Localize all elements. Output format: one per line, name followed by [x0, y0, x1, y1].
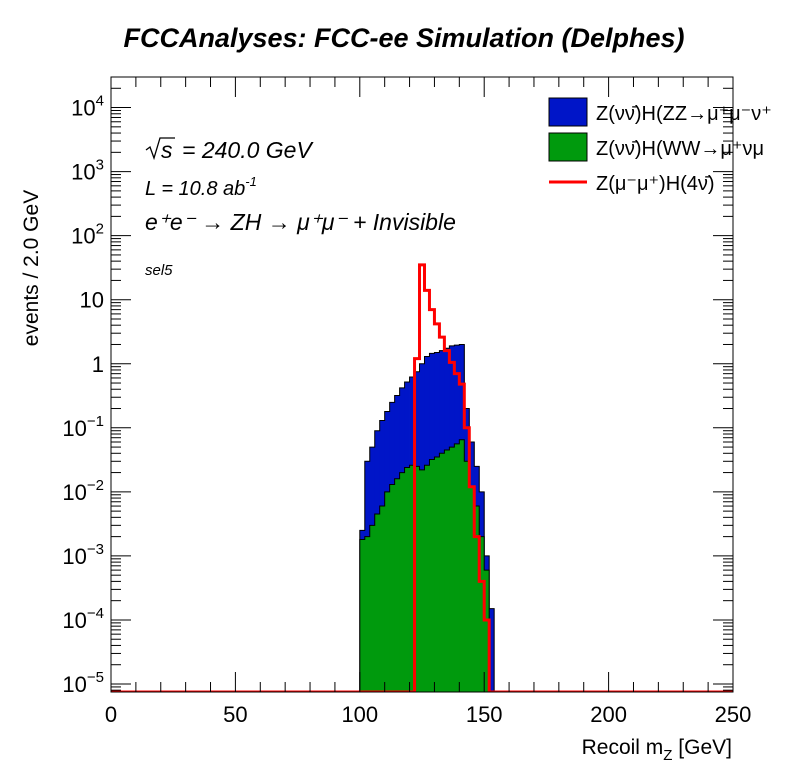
- x-tick-label: 150: [466, 702, 503, 727]
- series-1-bin: [429, 459, 435, 692]
- series-1-bin: [469, 486, 475, 692]
- sqrt-s-letter: s: [161, 137, 173, 163]
- series-1-bin: [409, 465, 415, 692]
- legend-entry-1: Z(νν̄)H(WW→μ⁺νμ: [548, 132, 764, 162]
- axes-frame: [110, 76, 734, 693]
- series-1-bin: [404, 467, 410, 692]
- y-tick-label: 10−2: [62, 477, 104, 505]
- plot-area: [111, 263, 733, 692]
- legend: Z(νν̄)H(ZZ→μ⁺μ⁻ν⁺ Z(νν̄)H(WW→μ⁺νμ Z(μ⁻μ⁺)H…: [548, 97, 772, 195]
- series-1-bin: [379, 506, 386, 692]
- y-axis-label: events / 2.0 GeV: [20, 190, 43, 346]
- y-tick-label: 10−1: [62, 413, 104, 441]
- sqrt-symbol: [145, 137, 175, 161]
- sqrt-s-value: = 240.0 GeV: [182, 137, 314, 163]
- series-0-bin: [489, 608, 495, 692]
- series-1-bin: [444, 450, 450, 692]
- y-axis: 10−5 10−4 10−3 10−2 10−1 1 10 102 103 104: [62, 76, 733, 697]
- series-1-bin: [474, 506, 480, 692]
- y-tick-label: 10−5: [62, 669, 104, 697]
- series-1-bin: [414, 466, 420, 692]
- series-1-bin: [454, 443, 460, 692]
- series-1-bin: [389, 484, 396, 692]
- series-1-bin: [439, 453, 445, 692]
- series-1-bin: [459, 439, 465, 692]
- series-1-bin: [369, 525, 376, 692]
- plot-frame: [110, 76, 734, 693]
- series-1-bin: [399, 472, 405, 692]
- legend-label: Z(νν̄)H(WW→μ⁺νμ: [596, 138, 764, 160]
- annotation-lumi: L = 10.8 ab-1: [145, 174, 257, 200]
- annotation-selection: sel5: [145, 262, 173, 279]
- y-tick-label: 104: [71, 93, 104, 121]
- y-tick-label: 1: [92, 352, 104, 377]
- y-tick-label: 10: [80, 288, 104, 313]
- legend-entry-2: Z(μ⁻μ⁺)H(4ν̄): [549, 173, 715, 195]
- series-1-bin: [484, 570, 490, 692]
- series-1-bin: [359, 539, 366, 692]
- series-1-bin: [434, 457, 440, 692]
- chart-title: FCCAnalyses: FCC-ee Simulation (Delphes): [123, 23, 684, 53]
- x-tick-label: 250: [715, 702, 752, 727]
- x-axis: 0 50 100 150 200 250: [105, 77, 751, 727]
- series-2-line: [111, 263, 733, 692]
- y-tick-label: 10−3: [62, 541, 104, 569]
- series-1-bars: [359, 439, 490, 692]
- y-tick-label: 102: [71, 221, 104, 249]
- x-tick-label: 200: [590, 702, 627, 727]
- legend-swatch: [548, 132, 588, 162]
- x-tick-label: 50: [223, 702, 247, 727]
- annotation-process: e⁺e⁻ → ZH → μ⁺μ⁻ + Invisible: [145, 209, 456, 235]
- series-1-bin: [384, 491, 391, 692]
- series-1-bin: [424, 465, 430, 692]
- series-1-bin: [419, 469, 425, 692]
- series-1-bin: [464, 461, 470, 692]
- histogram-layer: [111, 263, 733, 692]
- series-1-bin: [374, 514, 381, 692]
- legend-entry-0: Z(νν̄)H(ZZ→μ⁺μ⁻ν⁺: [548, 97, 772, 127]
- y-tick-label: 103: [71, 157, 104, 185]
- series-1-bin: [449, 447, 455, 692]
- legend-label: Z(μ⁻μ⁺)H(4ν̄): [596, 173, 715, 195]
- series-0-outline: [359, 343, 495, 692]
- y-tick-label: 10−4: [62, 605, 104, 633]
- series-1-bin: [479, 536, 485, 692]
- legend-swatch: [548, 97, 588, 127]
- series-1-bin: [394, 478, 401, 692]
- x-tick-label: 0: [105, 702, 117, 727]
- series-1-bin: [364, 536, 371, 692]
- annotation-sqrt-s: s = 240.0 GeV: [145, 137, 314, 163]
- legend-label: Z(νν̄)H(ZZ→μ⁺μ⁻ν⁺: [596, 103, 772, 125]
- x-tick-label: 100: [341, 702, 378, 727]
- x-axis-label: Recoil mZ [GeV]: [582, 736, 732, 764]
